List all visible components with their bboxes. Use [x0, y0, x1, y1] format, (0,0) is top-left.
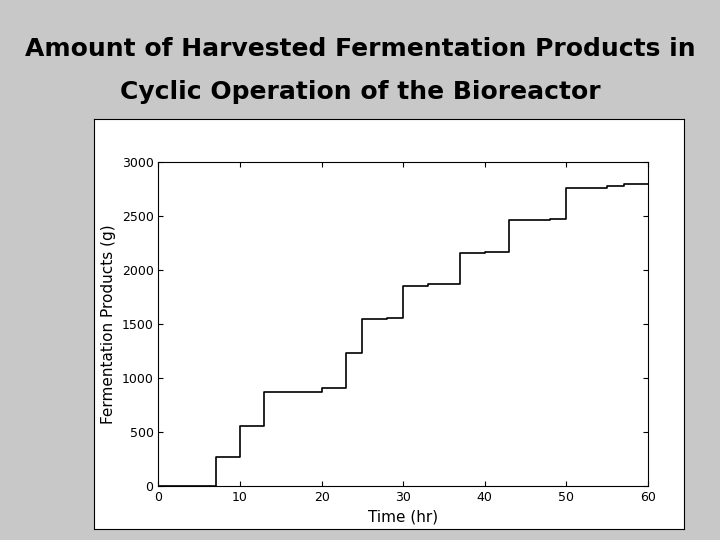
- Text: Cyclic Operation of the Bioreactor: Cyclic Operation of the Bioreactor: [120, 80, 600, 104]
- Y-axis label: Fermentation Products (g): Fermentation Products (g): [101, 224, 116, 424]
- Text: Amount of Harvested Fermentation Products in: Amount of Harvested Fermentation Product…: [24, 37, 696, 60]
- X-axis label: Time (hr): Time (hr): [368, 509, 438, 524]
